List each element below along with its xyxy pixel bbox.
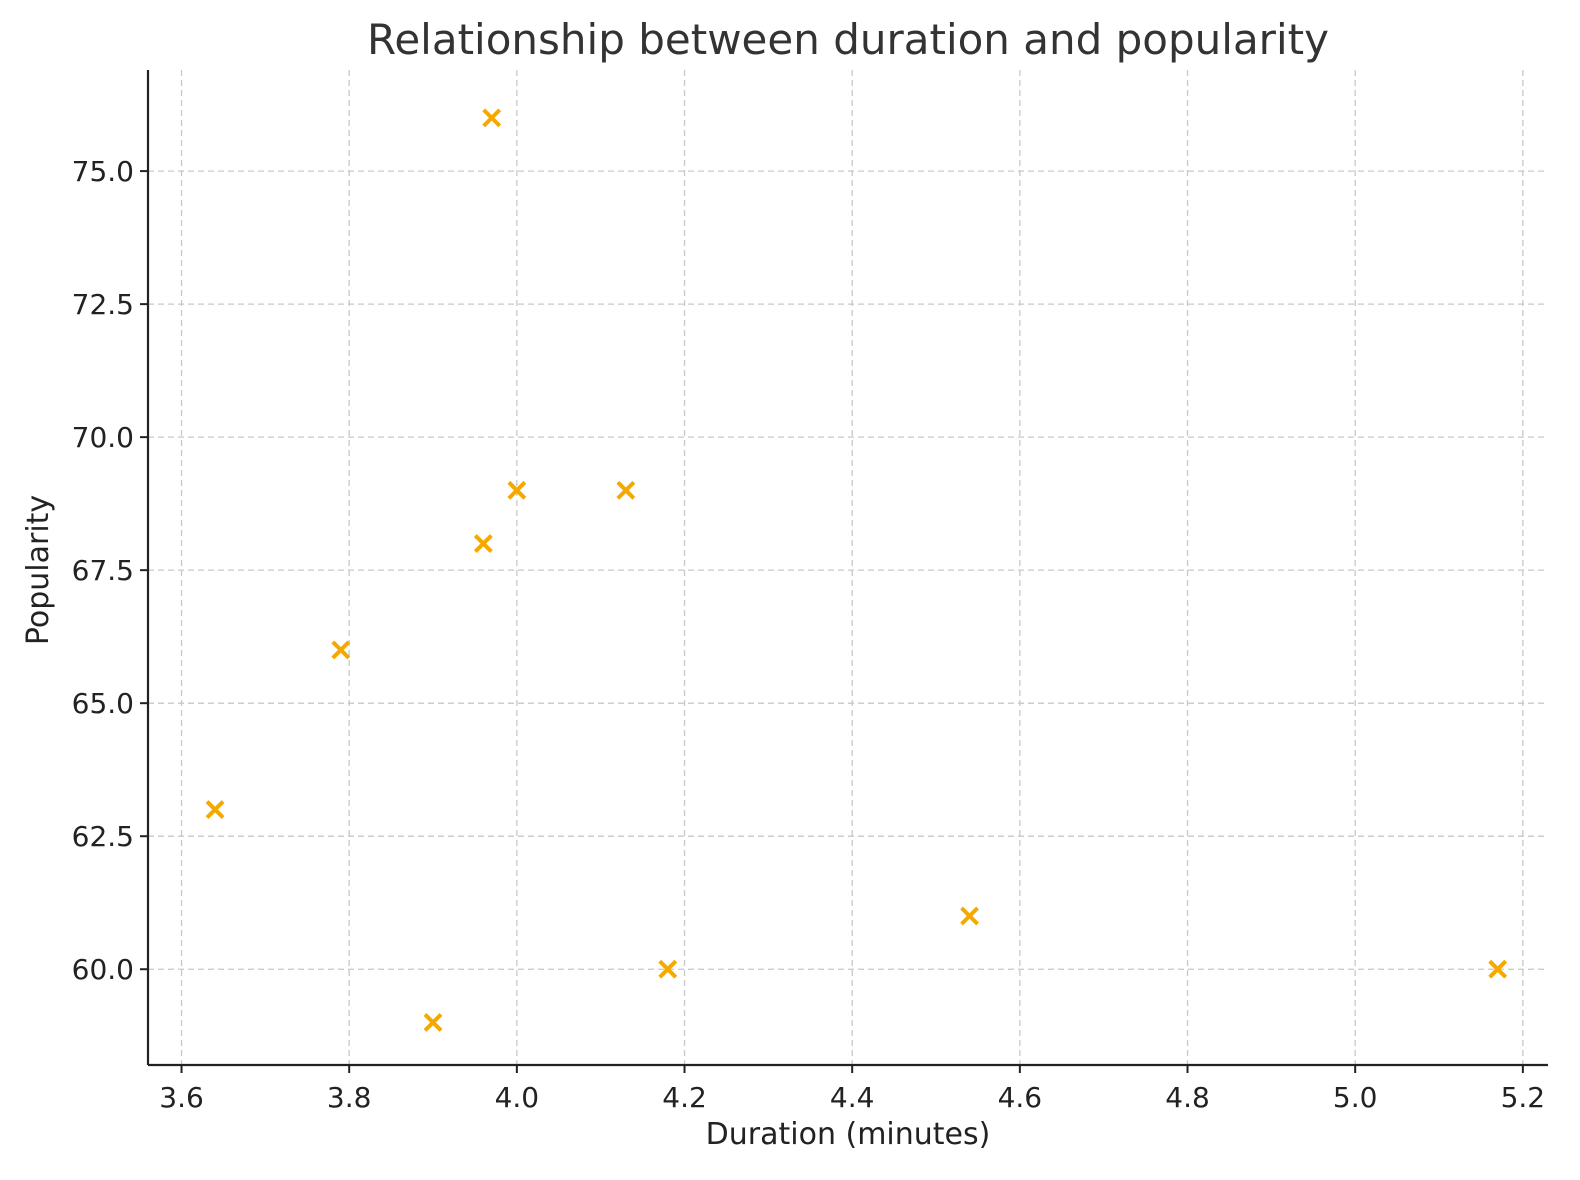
x-tick-label: 3.6 xyxy=(159,1081,204,1114)
x-tick-label: 4.0 xyxy=(495,1081,540,1114)
x-tick-label: 3.8 xyxy=(327,1081,372,1114)
axes xyxy=(146,70,1548,1067)
x-tick-label: 4.4 xyxy=(830,1081,875,1114)
y-tick-label: 72.5 xyxy=(72,288,134,321)
y-tick-label: 62.5 xyxy=(72,820,134,853)
data-point xyxy=(960,906,979,926)
x-axis-label: Duration (minutes) xyxy=(706,1117,991,1152)
y-tick-label: 65.0 xyxy=(72,687,134,720)
y-tick-label: 67.5 xyxy=(72,554,134,587)
data-point xyxy=(205,800,225,820)
data-point xyxy=(616,480,636,500)
y-tick-label: 75.0 xyxy=(72,155,134,188)
y-tick-label: 60.0 xyxy=(72,953,134,986)
chart-title: Relationship between duration and popula… xyxy=(367,15,1329,64)
x-tick-label: 4.8 xyxy=(1165,1081,1210,1114)
data-point xyxy=(473,534,493,553)
data-point xyxy=(658,959,678,979)
data-point xyxy=(331,640,351,660)
y-axis-ticks: 60.0 62.5 65.0 67.5 70.0 72.5 75.0 xyxy=(72,155,148,986)
data-point xyxy=(482,108,502,128)
y-axis-label: Popularity xyxy=(21,495,56,645)
x-tick-label: 5.0 xyxy=(1333,1081,1378,1114)
x-tick-label: 5.2 xyxy=(1501,1081,1546,1114)
y-tick-label: 70.0 xyxy=(72,421,134,454)
data-points xyxy=(205,108,1508,1032)
x-axis-ticks: 3.6 3.8 4.0 4.2 4.4 4.6 4.8 5.0 5.2 xyxy=(159,1065,1545,1114)
x-tick-label: 4.2 xyxy=(662,1081,707,1114)
data-point xyxy=(507,480,527,500)
data-point xyxy=(423,1013,443,1032)
grid xyxy=(148,70,1548,1065)
data-point xyxy=(1488,959,1508,979)
x-tick-label: 4.6 xyxy=(998,1081,1043,1114)
